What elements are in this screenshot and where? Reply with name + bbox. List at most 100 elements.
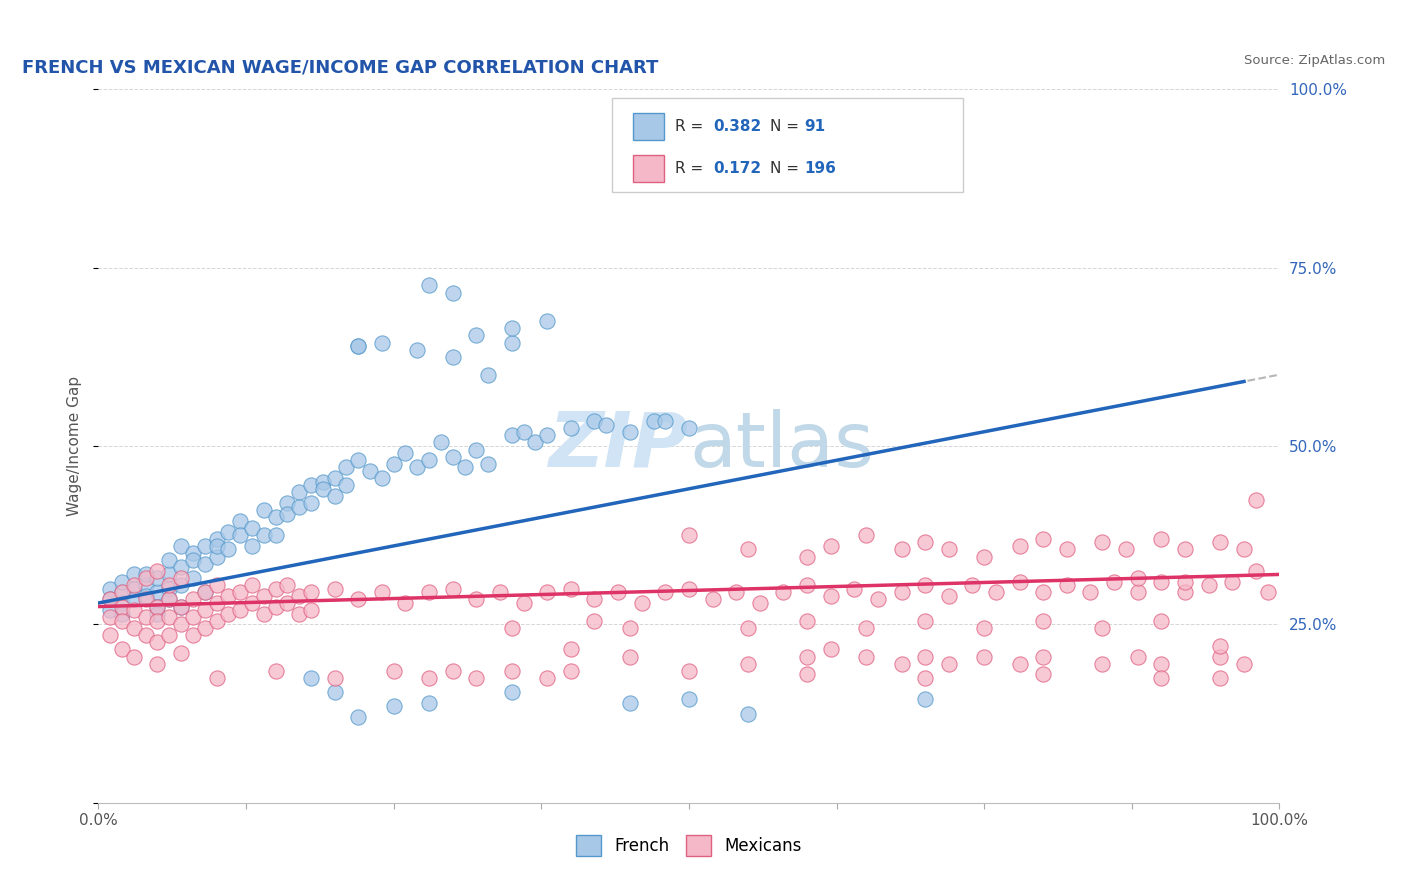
Point: [122, 592, 145, 607]
Point: [914, 535, 936, 549]
Point: [844, 582, 866, 596]
Point: [135, 610, 157, 624]
Point: [276, 578, 298, 592]
Text: N =: N =: [770, 161, 804, 177]
Point: [796, 578, 818, 592]
Text: atlas: atlas: [689, 409, 873, 483]
Point: [382, 664, 405, 678]
Point: [501, 428, 523, 442]
Point: [253, 528, 276, 542]
Point: [181, 610, 204, 624]
Point: [135, 567, 157, 582]
Point: [1257, 585, 1279, 599]
Point: [430, 435, 453, 450]
Point: [181, 546, 204, 560]
Point: [855, 528, 877, 542]
Point: [1008, 539, 1031, 553]
Point: [146, 607, 169, 621]
Point: [536, 428, 558, 442]
Point: [288, 607, 311, 621]
Point: [1220, 574, 1243, 589]
Point: [737, 542, 759, 557]
Point: [866, 592, 889, 607]
Point: [512, 425, 534, 439]
Point: [146, 571, 169, 585]
Point: [536, 671, 558, 685]
Point: [890, 542, 912, 557]
Point: [465, 328, 488, 343]
Point: [619, 425, 641, 439]
Point: [146, 585, 169, 599]
Point: [654, 414, 676, 428]
Text: FRENCH VS MEXICAN WAGE/INCOME GAP CORRELATION CHART: FRENCH VS MEXICAN WAGE/INCOME GAP CORREL…: [21, 59, 658, 77]
Point: [157, 582, 180, 596]
Point: [962, 578, 984, 592]
Point: [111, 642, 134, 657]
Point: [181, 553, 204, 567]
Y-axis label: Wage/Income Gap: Wage/Income Gap: [67, 376, 83, 516]
Point: [264, 599, 287, 614]
Text: 0.172: 0.172: [713, 161, 761, 177]
Text: 196: 196: [804, 161, 837, 177]
Point: [382, 457, 405, 471]
Point: [394, 596, 416, 610]
Point: [1091, 657, 1114, 671]
Point: [607, 585, 630, 599]
Point: [796, 614, 818, 628]
Point: [146, 614, 169, 628]
Point: [725, 585, 748, 599]
Point: [240, 596, 263, 610]
Point: [146, 599, 169, 614]
Point: [418, 453, 440, 467]
Point: [1056, 578, 1078, 592]
Point: [194, 539, 217, 553]
Point: [240, 521, 263, 535]
Point: [489, 585, 512, 599]
Point: [1174, 574, 1197, 589]
Point: [181, 628, 204, 642]
Point: [157, 628, 180, 642]
Point: [122, 649, 145, 664]
Point: [914, 578, 936, 592]
Point: [1032, 649, 1054, 664]
Point: [347, 453, 370, 467]
Point: [465, 442, 488, 457]
Point: [98, 592, 121, 607]
Point: [217, 589, 239, 603]
Point: [1008, 574, 1031, 589]
Point: [181, 571, 204, 585]
Point: [98, 610, 121, 624]
Point: [1244, 492, 1267, 507]
Point: [276, 507, 298, 521]
Point: [737, 706, 759, 721]
Point: [1056, 542, 1078, 557]
Point: [619, 621, 641, 635]
Point: [347, 710, 370, 724]
Point: [111, 607, 134, 621]
Point: [382, 699, 405, 714]
Point: [583, 592, 606, 607]
Point: [217, 524, 239, 539]
Point: [1233, 542, 1256, 557]
Point: [441, 350, 464, 364]
Point: [1126, 571, 1149, 585]
Point: [98, 628, 121, 642]
Point: [157, 592, 180, 607]
Point: [170, 571, 193, 585]
Point: [1032, 667, 1054, 681]
Point: [170, 539, 193, 553]
Point: [1150, 532, 1173, 546]
Point: [938, 657, 960, 671]
Point: [111, 596, 134, 610]
Point: [796, 649, 818, 664]
Point: [111, 585, 134, 599]
Point: [347, 339, 370, 353]
Point: [170, 646, 193, 660]
Point: [1102, 574, 1125, 589]
Point: [205, 614, 228, 628]
Point: [194, 585, 217, 599]
Point: [264, 510, 287, 524]
Point: [217, 542, 239, 557]
Point: [501, 685, 523, 699]
Point: [111, 574, 134, 589]
